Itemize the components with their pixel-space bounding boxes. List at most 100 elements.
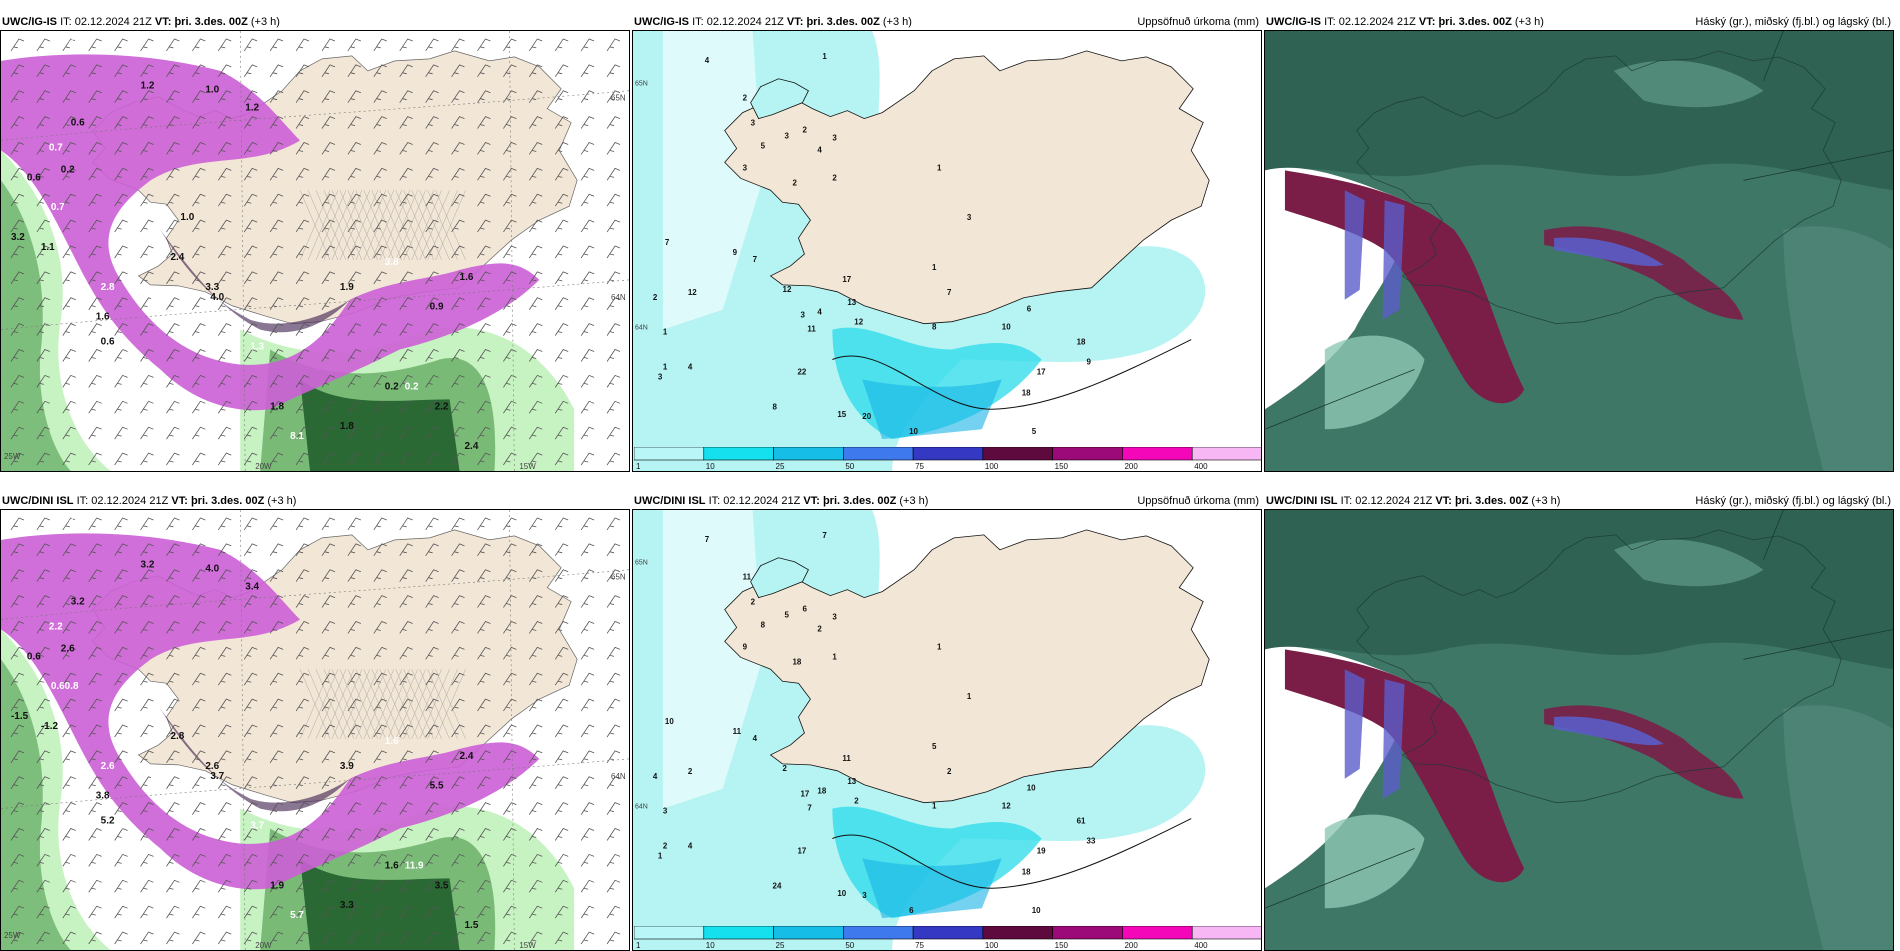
lat-label: 65N: [635, 560, 648, 567]
value-label: 3: [862, 891, 867, 900]
high-cloud: [1265, 510, 1893, 670]
lon-label: 25W: [4, 452, 21, 461]
map-frame: 1.5 3.2 4.0 2.6 3.4 3.2 2.2 2.6 0.6 0.60.8 -1.5 -1.…: [0, 509, 630, 951]
value-label: 8.1: [290, 431, 304, 442]
value-label: 4: [653, 772, 658, 781]
wind-barbs: [10, 517, 621, 945]
panel-r0-p1: UWC/IG-IS IT: 02.12.2024 21Z VT: þri. 3.…: [632, 15, 1262, 472]
panel-title: Uppsöfnuð úrkoma (mm): [1137, 495, 1259, 507]
panel-title: Háský (gr.), miðský (fj.bl.) og lágský (…: [1695, 16, 1891, 28]
it-label: IT:: [1340, 495, 1353, 507]
precip-shade: [1, 180, 71, 471]
high-cloud: [1613, 539, 1764, 587]
value-label: 0.8: [116, 342, 130, 353]
value-label: 10: [837, 889, 846, 898]
offset-label: (+3 h): [250, 16, 280, 28]
value-label: 1.2: [141, 81, 155, 92]
value-label: 1: [832, 652, 837, 661]
value-label: 4.0: [205, 564, 219, 575]
low-cloud: [1324, 814, 1425, 909]
value-label: 0.2: [61, 164, 75, 175]
it-value: 02.12.2024 21Z: [706, 16, 784, 28]
colorbar-swatch: [634, 447, 705, 461]
value-label: 5: [932, 742, 937, 751]
value-label: 0.60.8: [51, 681, 79, 692]
colorbar-swatch: [1191, 926, 1261, 940]
value-label: 20: [862, 412, 871, 421]
value-label: 3.7: [250, 821, 264, 832]
map-cloud: [1265, 510, 1893, 950]
lat-label: 65N: [611, 94, 626, 103]
value-label: 1.5: [465, 920, 479, 931]
value-label: 10: [1032, 906, 1041, 915]
panel-header: UWC/DINI ISL IT: 02.12.2024 21Z VT: þri.…: [0, 494, 630, 509]
map-wind: 2.5 1.2 1.0 1.5 1.2 0.6 0.7 0.2 0.6 0.7 3.2 1.1 2.8 1…: [1, 31, 629, 471]
value-label: 3.7: [210, 771, 224, 782]
value-label: 13: [847, 298, 856, 307]
colorbar-tick: 100: [985, 462, 999, 470]
value-label: 2: [751, 598, 756, 607]
colorbar-tick: 1: [636, 462, 641, 470]
value-label: 12: [1002, 802, 1011, 811]
value-label: 3.5: [435, 880, 449, 891]
colorbar-swatch: [843, 447, 914, 461]
value-label: 12: [688, 288, 697, 297]
value-label: 9: [743, 642, 748, 651]
contour-line: [832, 339, 1192, 410]
value-label: 5: [761, 141, 766, 150]
panel-r1-p1: UWC/DINI ISL IT: 02.12.2024 21Z VT: þri.…: [632, 494, 1262, 951]
value-label: 2.2: [49, 621, 63, 632]
value-label: 11: [733, 727, 742, 736]
value-label: 2: [792, 178, 797, 187]
value-label: 2.8: [101, 282, 115, 293]
colorbar-tick: 10: [706, 941, 715, 949]
vt-label: VT:: [154, 16, 172, 28]
value-label: 5.2: [101, 816, 115, 827]
it-label: IT:: [708, 495, 721, 507]
precip-shade: [300, 379, 460, 471]
high-cloud: [1265, 31, 1893, 191]
value-label: 3: [967, 213, 972, 222]
cloud-band: [1344, 190, 1405, 320]
value-label: 9: [733, 248, 738, 257]
vt-label: VT:: [1435, 495, 1452, 507]
colorbar-swatch: [912, 447, 984, 461]
value-label: 0.6: [27, 651, 41, 662]
lon-label: 20W: [255, 941, 272, 950]
value-label: 1.8: [340, 421, 354, 432]
colorbar-swatch: [1191, 447, 1261, 461]
contour-line: [832, 818, 1192, 889]
value-label: 8: [773, 402, 778, 411]
value-label: 3.4: [116, 821, 130, 832]
value-label: 2.4: [170, 252, 184, 263]
map-frame: [1264, 509, 1894, 951]
value-label: 1: [822, 52, 827, 61]
colorbar-tick: 10: [706, 462, 715, 470]
colorbar-swatch: [912, 926, 984, 940]
panel-header-left: UWC/IG-IS IT: 02.12.2024 21Z VT: þri. 3.…: [2, 15, 280, 30]
value-label: 18: [1077, 338, 1086, 347]
value-label: 6: [1027, 305, 1032, 314]
value-label: 1.6: [460, 272, 474, 283]
lat-label: 65N: [635, 81, 648, 88]
value-label: 4: [688, 841, 693, 850]
panel-r1-p2: UWC/DINI ISL IT: 02.12.2024 21Z VT: þri.…: [1264, 494, 1894, 951]
cloud-band: [1344, 669, 1405, 799]
value-label: 19: [1037, 846, 1046, 855]
value-label: 2: [947, 767, 952, 776]
model-label: UWC/IG-IS: [634, 16, 689, 28]
value-label: 3: [751, 119, 756, 128]
value-label: 1.5: [228, 68, 242, 79]
value-label: 10: [665, 717, 674, 726]
value-label: -1.2: [41, 721, 59, 732]
map-frame: 2.5 1.2 1.0 1.5 1.2 0.6 0.7 0.2 0.6 0.7 3.2 1.1 2.8 1…: [0, 30, 630, 472]
precip-core: [862, 858, 1002, 919]
value-label: 22: [797, 367, 806, 376]
panel-r0-p2: UWC/IG-IS IT: 02.12.2024 21Z VT: þri. 3.…: [1264, 15, 1894, 472]
value-label: 2: [743, 94, 748, 103]
value-label: 4: [817, 145, 822, 154]
value-label: 18: [792, 657, 801, 666]
offset-label: (+3 h): [267, 495, 297, 507]
panel-r1-p0: UWC/DINI ISL IT: 02.12.2024 21Z VT: þri.…: [0, 494, 630, 951]
lon-label: 25W: [4, 931, 21, 940]
